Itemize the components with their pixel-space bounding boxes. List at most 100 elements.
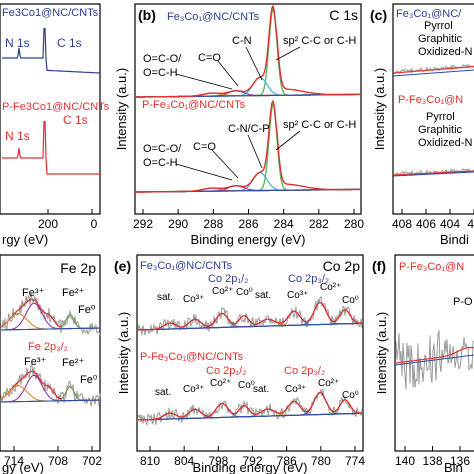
panel-e-bottom-peak-1: Co 2p₃/₂	[284, 365, 325, 377]
panel-e-bottom-co3-2: Co³⁺	[285, 384, 306, 395]
panel-b-bottom-label-ococ2: O=C-H	[143, 157, 178, 169]
panel-f-xticks: 140 138 136	[395, 446, 470, 468]
panel-e: (e) Co 2p Fe₃Co₁@NC/CNTs Co 2p₁/₂ Co 2p₃…	[114, 254, 365, 474]
panel-c-ylabel: Intensity (a.u.)	[372, 68, 387, 150]
panel-c-xlabel: Bindi	[440, 232, 469, 247]
panel-b-xticks-label-4: 284	[274, 217, 294, 231]
panel-e-bottom-fit	[137, 391, 362, 421]
panel-e-bottom-baseline	[137, 412, 362, 421]
panel-e-xticks-label-3: 792	[242, 454, 262, 468]
panel-e-top-co2-2: Co²⁺	[320, 282, 341, 293]
panel-a-c1s-top: C 1s	[57, 36, 82, 50]
panel-c-letter: (c)	[370, 7, 387, 23]
panel-b-xlabel: Binding energy (eV)	[191, 232, 306, 247]
panel-c: (c) Fe₃Co₁@NC/ Pyrrol Graphitic Oxidized…	[370, 3, 474, 247]
panel-c-xticks-label-0: 408	[392, 217, 412, 231]
panel-a-bottom-spectrum	[2, 120, 100, 175]
panel-b-top-label-ococ1: O=C-O/	[143, 53, 182, 65]
panel-a-sample-bottom: P-Fe3Co1@NC/CNTs	[2, 101, 110, 113]
panel-c-sample-top: Fe₃Co₁@NC/	[396, 8, 462, 20]
panel-b-xticks-label-1: 290	[168, 217, 188, 231]
panel-d-title: Fe 2p	[60, 260, 96, 276]
panel-e-top-peak-0: Co 2p₁/₂	[208, 273, 248, 285]
panel-a-sample-top: Fe3Co1@NC/CNTs	[2, 7, 99, 19]
panel-c-top-fit	[393, 66, 474, 74]
panel-e-top-fit	[137, 301, 362, 331]
panel-e-letter: (e)	[114, 258, 131, 274]
panel-f: (f) P-Fe₃Co₁@N P-O 140 138 136 Intensity (…	[372, 254, 474, 474]
panel-e-bottom-sat-1: sat.	[155, 387, 171, 398]
panel-d-top-fe3: Fe³⁺	[22, 287, 45, 299]
panel-c-top-label-2: Oxidized-N	[418, 46, 472, 58]
panel-d-xtick-0: 714	[4, 454, 24, 468]
panel-e-bottom-labels: sat. Co³⁺ Co²⁺ Co⁰ sat. Co³⁺ Co²⁺ Co⁰	[155, 378, 359, 401]
panel-e-bottom-co2-1: Co²⁺	[210, 378, 231, 389]
panel-d-xtick-1: 708	[48, 454, 68, 468]
panel-d-xlabel: gy (eV)	[2, 460, 44, 474]
panel-b-bottom-label-cnp: C-N/C-P	[228, 123, 270, 135]
panel-c-bottom-label-2: Oxidized-N	[418, 137, 472, 149]
panel-e-xticks-label-1: 804	[174, 454, 194, 468]
panel-f-fit	[395, 346, 474, 364]
panel-e-bottom-co0-1: Co⁰	[238, 380, 255, 391]
panel-c-xticks-label-1: 406	[416, 217, 436, 231]
panel-e-top-co0-2: Co⁰	[342, 295, 359, 306]
panel-b-sample-top: Fe₃Co₁@NC/CNTs	[167, 11, 260, 23]
panel-d-bottom-fe2: Fe²⁺	[62, 357, 85, 369]
panel-c-bottom-label-0: Pyrrol	[426, 111, 455, 123]
panel-e-bottom-co0-2: Co⁰	[342, 390, 359, 401]
panel-e-xticks-label-0: 810	[140, 454, 160, 468]
panel-c-xticks-label-2: 404	[440, 217, 460, 231]
panel-b-xticks-label-3: 286	[238, 217, 258, 231]
panel-e-xticks-label-5: 780	[311, 454, 331, 468]
panel-c-bottom-label-1: Graphitic	[418, 124, 463, 136]
panel-f-letter: (f)	[372, 258, 386, 274]
panel-c-top-label-1: Graphitic	[418, 33, 463, 45]
panel-b-xticks-label-2: 288	[203, 217, 223, 231]
panel-c-bottom-fit	[393, 170, 474, 176]
panel-a-top-spectrum	[2, 27, 100, 74]
panel-d-top-noise	[0, 293, 101, 336]
panel-b-top-label-cn: C-N	[232, 35, 252, 47]
panel-e-top-co3-2: Co³⁺	[287, 290, 308, 301]
panel-f-xticks-label-2: 136	[450, 454, 470, 468]
panel-e-xticks-label-6: 774	[345, 454, 365, 468]
panel-b-bottom-label-co: C=O	[193, 141, 216, 153]
panel-e-sample-top: Fe₃Co₁@NC/CNTs	[140, 260, 233, 272]
panel-e-title: Co 2p	[323, 258, 361, 274]
panel-c-xticks-label-3: 40	[467, 217, 474, 231]
panel-f-xticks-label-0: 140	[395, 454, 415, 468]
panel-e-top-co0-1: Co⁰	[236, 287, 253, 298]
panel-c-sample-bottom: P-Fe₃Co₁@N	[398, 94, 463, 106]
panel-d-bottom-baseline	[1, 399, 100, 403]
panel-f-ylabel: Intensity (a.u.)	[374, 312, 389, 394]
panel-d-xtick-2: 702	[82, 454, 102, 468]
panel-e-top-co2-1: Co²⁺	[212, 286, 233, 297]
panel-e-top-peak-1: Co 2p₃/₂	[288, 273, 329, 285]
panel-f-xticks-label-1: 138	[422, 454, 442, 468]
panel-b-xticks-label-0: 292	[133, 217, 153, 231]
panel-a-xtick-1: 0	[91, 217, 98, 231]
panel-b-sample-bottom: P-Fe₃Co₁@NC/CNTs	[142, 99, 246, 111]
panel-b-ylabel: Intensity (a.u.)	[114, 68, 129, 150]
panel-c-top-label-0: Pyrrol	[424, 20, 453, 32]
panel-a: Fe3Co1@NC/CNTs N 1s C 1s N 1s C 1s P-Fe3…	[0, 3, 110, 247]
panel-e-top-labels: sat. Co³⁺ Co²⁺ Co⁰ sat. Co³⁺ Co²⁺ Co⁰	[157, 282, 359, 306]
panel-e-bottom-co2-2: Co²⁺	[318, 378, 339, 389]
panel-e-ylabel: Intensity (a.u.)	[116, 312, 131, 394]
panel-b: (b) C 1s Fe₃Co₁@NC/CNTs P-Fe₃Co₁@NC/CNTs…	[114, 3, 364, 247]
panel-b-bottom-label-ococ1: O=C-O/	[143, 143, 182, 155]
panel-a-xlabel: rgy (eV)	[2, 232, 48, 247]
panel-b-top-envelope	[136, 4, 360, 98]
panel-d-bottom-fe3: Fe³⁺	[24, 356, 47, 368]
panel-e-top-sat-2: sat.	[255, 290, 271, 301]
panel-b-top-label-co: C=O	[198, 52, 221, 64]
panel-a-n1s-top: N 1s	[5, 36, 30, 50]
panel-d-bottom-fe0: Fe⁰	[80, 374, 98, 386]
panel-f-sample: P-Fe₃Co₁@N	[399, 261, 464, 273]
panel-e-bottom-peak-0: Co 2p₁/₂	[206, 365, 246, 377]
panel-c-xticks: 408 406 404 40	[392, 209, 474, 231]
panel-d: Fe 2p Fe³⁺ Fe²⁺ Fe⁰ Fe 2p₃/₂ Fe³⁺ Fe²⁺ F…	[0, 254, 102, 474]
panel-f-xlabel: Bin	[444, 460, 463, 474]
